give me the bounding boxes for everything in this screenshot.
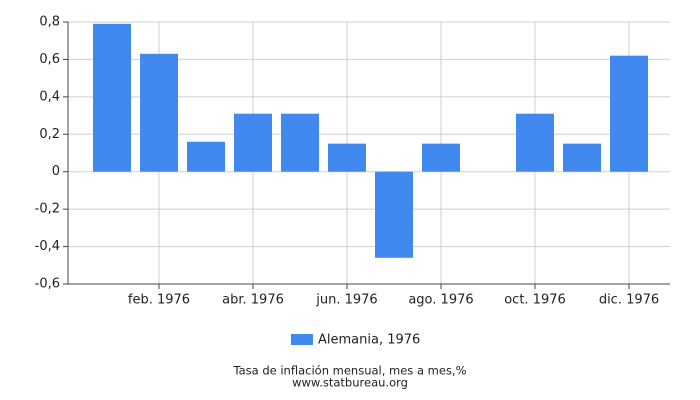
x-tick-label: feb. 1976 <box>128 293 190 308</box>
y-tick-label: 0 <box>52 164 60 179</box>
bar <box>375 171 413 258</box>
x-tick-label: jun. 1976 <box>315 293 377 308</box>
y-tick-label: 0,4 <box>39 89 60 104</box>
bar <box>281 113 319 172</box>
x-tick-label: abr. 1976 <box>222 293 284 308</box>
source: www.statbureau.org <box>292 376 408 390</box>
bar <box>328 143 366 172</box>
bar <box>140 53 178 172</box>
bar <box>234 113 272 172</box>
bar <box>93 23 131 172</box>
bar <box>187 141 225 172</box>
y-tick-label: 0,8 <box>39 15 60 30</box>
y-tick-label: -0,2 <box>35 202 60 217</box>
y-tick-label: 0,2 <box>39 127 60 142</box>
chart-title: Tasa de inflación mensual, mes a mes,% <box>232 364 466 378</box>
y-tick-label: 0,6 <box>39 52 60 67</box>
bar <box>422 143 460 172</box>
bar <box>516 113 554 172</box>
legend-swatch <box>291 334 313 345</box>
bar <box>563 143 601 172</box>
bar <box>610 55 648 172</box>
x-tick-label: dic. 1976 <box>599 293 659 308</box>
x-tick-label: ago. 1976 <box>408 293 473 308</box>
y-tick-label: -0,6 <box>35 277 60 292</box>
y-tick-label: -0,4 <box>35 239 60 254</box>
legend-label: Alemania, 1976 <box>318 333 420 348</box>
x-tick-label: oct. 1976 <box>504 293 566 308</box>
